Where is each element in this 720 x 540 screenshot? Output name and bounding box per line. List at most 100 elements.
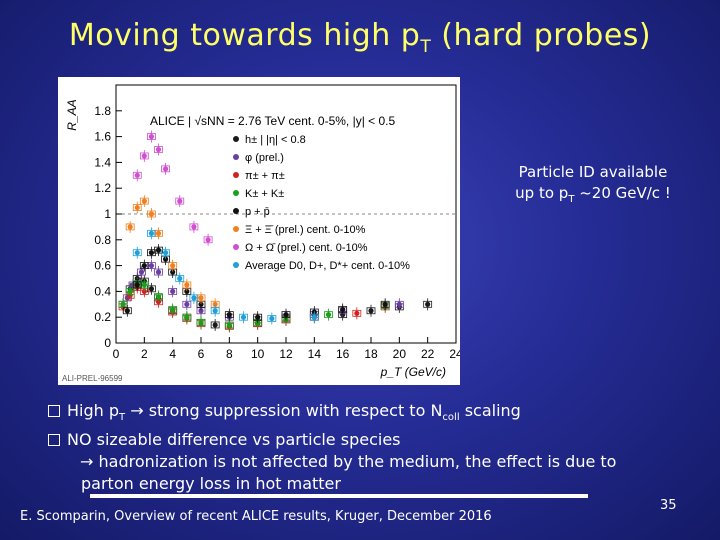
sys-box-phi <box>154 268 163 276</box>
data-point-dmeson <box>148 230 155 236</box>
sys-box-dmeson <box>189 294 199 302</box>
sys-box-proton <box>122 307 132 315</box>
sys-box-kaon <box>324 311 333 319</box>
sys-box-dmeson <box>175 275 185 282</box>
sys-box-proton <box>380 300 390 308</box>
legend-header: ALICE | √sNN = 2.76 TeV cent. 0-5%, |y| … <box>150 114 395 128</box>
sys-box-xi <box>147 210 156 218</box>
legend-marker-pion <box>233 172 239 178</box>
sys-box-xi <box>168 262 178 270</box>
watermark-label: ALI-PREL-96599 <box>62 374 123 383</box>
sys-box-kaon <box>139 281 149 289</box>
sys-box-omega <box>139 152 149 160</box>
data-point-hadrons <box>212 322 218 328</box>
data-point-proton <box>148 250 155 256</box>
sys-box-proton <box>154 246 163 254</box>
bullet-2-cont-text: hadronization is not affected by the med… <box>93 452 617 472</box>
x-tick-label: 10 <box>251 347 265 361</box>
side-note-line2-prefix: up to p <box>515 184 569 202</box>
bullet-list: High pT → strong suppression with respec… <box>48 400 708 495</box>
sys-box-hadrons <box>210 321 220 329</box>
data-point-kaon <box>226 322 232 328</box>
sys-box-omega <box>154 146 163 153</box>
data-point-phi <box>170 288 176 294</box>
y-tick-label: 0 <box>104 336 111 350</box>
x-tick-label: 22 <box>421 347 435 361</box>
title-suffix: (hard probes) <box>431 18 652 53</box>
sys-box-kaon <box>125 287 135 295</box>
x-tick-label: 16 <box>336 347 350 361</box>
bullet-2-cont2-text: parton energy loss in hot matter <box>81 474 341 494</box>
sys-box-dmeson <box>267 315 277 322</box>
data-point-proton <box>255 314 261 320</box>
sys-box-xi <box>182 281 192 289</box>
side-note-line1: Particle ID available <box>518 163 668 181</box>
side-note: Particle ID available up to pT ~20 GeV/c… <box>478 162 708 210</box>
bullet-1-suffix: scaling <box>459 401 521 420</box>
sys-box-dmeson <box>161 249 170 257</box>
data-point-phi <box>138 269 145 275</box>
data-point-xi <box>212 301 218 307</box>
data-point-omega <box>162 166 169 172</box>
data-point-proton <box>141 263 147 269</box>
sys-box-xi <box>154 229 163 237</box>
side-note-line2: up to pT ~20 GeV/c ! <box>478 183 708 210</box>
sys-box-omega <box>161 165 170 173</box>
sys-box-dmeson <box>132 249 142 257</box>
sys-box-proton <box>281 311 291 319</box>
data-point-xi <box>141 198 147 204</box>
data-point-xi <box>127 224 133 230</box>
data-point-dmeson <box>134 250 140 256</box>
y-tick-label: 1 <box>104 207 111 221</box>
sys-box-xi <box>139 197 149 205</box>
sys-box-phi <box>182 300 192 308</box>
data-point-xi <box>134 204 140 211</box>
data-point-dmeson <box>162 250 169 256</box>
data-point-pion <box>354 310 360 316</box>
x-tick-label: 20 <box>393 347 407 361</box>
y-tick-label: 1.4 <box>94 155 111 169</box>
legend-marker-proton <box>233 208 239 214</box>
legend-marker-dmeson <box>233 262 239 268</box>
x-tick-label: 2 <box>141 347 148 361</box>
x-tick-label: 0 <box>113 347 120 361</box>
data-point-dmeson <box>212 308 218 314</box>
data-point-proton <box>184 288 190 294</box>
sys-box-hadrons <box>423 300 433 308</box>
sys-box-phi <box>137 268 146 276</box>
data-point-dmeson <box>177 275 183 282</box>
sys-box-proton <box>253 313 263 321</box>
data-point-omega <box>205 237 211 243</box>
slide-title: Moving towards high pT (hard probes) <box>0 18 720 57</box>
data-point-omega <box>148 134 155 140</box>
sys-box-pion <box>352 309 362 317</box>
data-point-proton <box>382 301 388 307</box>
data-point-hadrons <box>148 286 155 292</box>
checkbox-bullet-icon <box>48 405 60 417</box>
bullet-2-text: NO sizeable difference vs particle speci… <box>67 430 401 450</box>
sys-box-proton <box>224 311 234 319</box>
data-point-phi <box>198 308 204 314</box>
bullet-1-text: High pT → strong suppression with respec… <box>67 400 521 429</box>
bullet-2-continuation: → hadronization is not affected by the m… <box>48 451 708 473</box>
sys-box-dmeson <box>210 307 220 315</box>
sys-box-phi <box>122 294 132 302</box>
x-tick-label: 24 <box>449 347 460 361</box>
x-tick-label: 12 <box>279 347 293 361</box>
y-tick-label: 0.4 <box>94 284 111 298</box>
sys-box-omega <box>147 133 156 140</box>
data-point-kaon <box>141 282 147 288</box>
data-point-kaon <box>155 293 162 300</box>
data-point-omega <box>134 172 140 178</box>
y-tick-label: 1.6 <box>94 130 111 144</box>
data-point-xi <box>155 230 162 236</box>
legend-marker-omega <box>233 244 239 250</box>
data-point-kaon <box>170 306 176 313</box>
sys-box-omega <box>203 236 213 244</box>
page-number: 35 <box>660 498 677 513</box>
sys-box-kaon <box>168 306 178 313</box>
data-point-dmeson <box>311 314 317 320</box>
x-axis-label: p_T (GeV/c) <box>380 365 446 379</box>
bullet-1-prefix: High p <box>67 401 120 420</box>
legend-marker-xi <box>233 226 239 232</box>
